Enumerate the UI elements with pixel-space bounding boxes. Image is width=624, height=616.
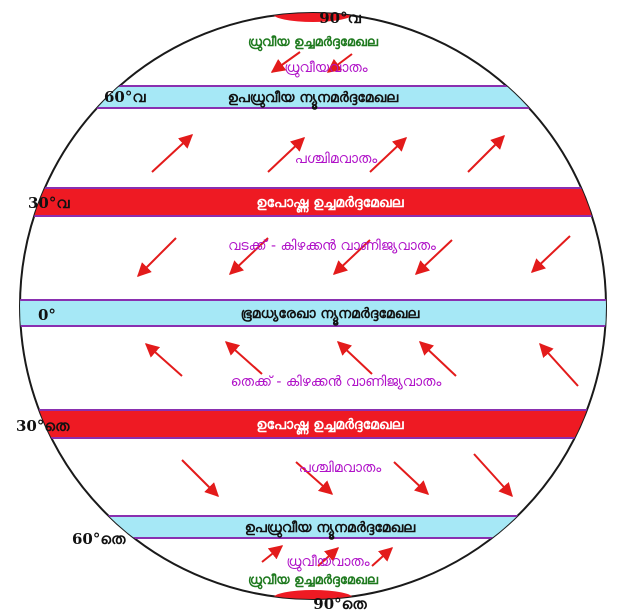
lat-30s-label: 30°തെ <box>16 417 70 435</box>
wind-arrow <box>261 545 284 563</box>
wind-arrow <box>137 237 177 277</box>
wind-arrow <box>369 137 408 173</box>
wind-arrow <box>267 137 306 173</box>
wind-arrow <box>270 51 301 73</box>
south-pole-cap <box>273 590 353 599</box>
wind-arrow <box>181 459 219 497</box>
wind-arrow <box>317 547 340 567</box>
wind-arrow <box>418 341 457 377</box>
lat-30n-label: 30°വ <box>28 194 70 212</box>
wind-arrow <box>530 235 571 273</box>
northeast-trades-label: വടക്ക് - കിഴക്കൻ വാണിജ്യവാതം <box>228 238 436 254</box>
lat-60n-label: 60°വ <box>104 88 146 106</box>
wind-arrow <box>332 239 371 275</box>
north-subtropical-high-band <box>20 187 606 217</box>
wind-arrow <box>414 239 453 275</box>
wind-arrow <box>467 135 505 173</box>
lat-0-label: 0° <box>38 306 56 324</box>
south-westerlies-label: പശ്ചിമവാതം <box>299 460 382 476</box>
wind-arrow <box>326 53 353 73</box>
lat-90s-label: 90°തെ <box>313 595 367 613</box>
south-subpolar-low-band <box>20 515 606 539</box>
wind-arrow <box>371 547 394 567</box>
wind-arrow <box>295 461 334 495</box>
wind-arrows <box>137 51 579 567</box>
north-subtropical-high-label: ഉപോഷ്ണ ഉച്ചമർദ്ദമേഖല <box>256 195 404 214</box>
south-polar-high-label: ധ്രുവീയ ഉച്ചമർദ്ദമേഖല <box>248 572 379 590</box>
north-subpolar-low-label: ഉപധ്രുവീയ ന്യൂനമർദ്ദമേഖല <box>228 90 400 110</box>
wind-arrow <box>151 134 194 173</box>
north-westerlies-label: പശ്ചിമവാതം <box>295 151 378 167</box>
south-subtropical-high-band <box>20 409 606 439</box>
wind-arrow <box>473 453 513 498</box>
wind-arrow <box>228 237 269 275</box>
lat-90n-label: 90°വ <box>319 9 361 27</box>
wind-arrow <box>144 343 183 377</box>
wind-arrow <box>539 342 579 387</box>
south-polar-easterlies-label: ധ്രുവീയവാതം <box>286 554 369 571</box>
north-polar-easterlies-label: ധ്രുവീയവാതം <box>284 60 367 77</box>
north-polar-high-label: ധ്രുവീയ ഉച്ചമർദ്ദമേഖല <box>248 34 379 52</box>
lat-60s-label: 60°തെ <box>72 530 126 548</box>
wind-arrow <box>224 341 263 375</box>
equatorial-low-band <box>20 299 606 327</box>
south-subpolar-low-label: ഉപധ്രുവീയ ന്യൂനമർദ്ദമേഖല <box>245 520 417 540</box>
north-pole-cap <box>273 13 353 22</box>
equatorial-low-label: ഭൂമധ്യരേഖാ ന്യൂനമർദ്ദമേഖല <box>241 306 421 326</box>
south-subtropical-high-label: ഉപോഷ്ണ ഉച്ചമർദ്ദമേഖല <box>256 417 404 436</box>
wind-arrow <box>336 341 373 375</box>
southeast-trades-label: തെക്ക് - കിഴക്കൻ വാണിജ്യവാതം <box>231 374 442 390</box>
wind-arrow <box>393 461 430 495</box>
north-subpolar-low-band <box>20 85 606 109</box>
